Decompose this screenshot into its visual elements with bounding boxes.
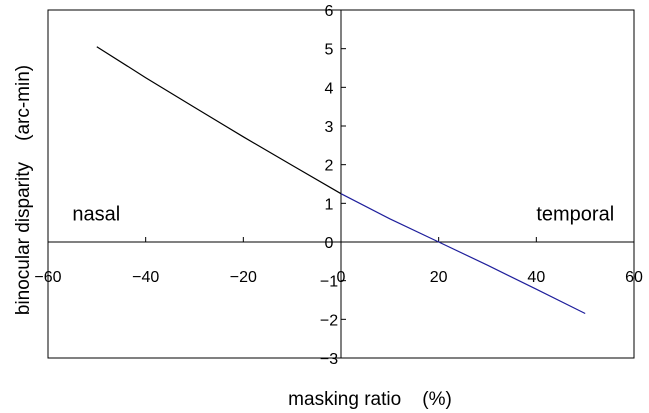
annotation-label: nasal	[72, 204, 120, 226]
y-axis-title: binocular disparity (arc-min)	[13, 65, 34, 315]
x-tick-label: 40	[527, 269, 545, 286]
y-tick-label: 1	[325, 196, 334, 213]
x-tick-label: 60	[625, 269, 643, 286]
y-tick-label: 0	[325, 235, 334, 252]
series-line	[96, 46, 342, 195]
y-tick-label: −3	[320, 351, 338, 368]
y-tick-label: −1	[320, 274, 338, 291]
annotation-label: temporal	[536, 204, 614, 226]
y-tick-label: −2	[320, 312, 338, 329]
y-tick-label: 2	[325, 158, 334, 175]
y-tick-label: 6	[325, 3, 334, 20]
y-tick-label: 4	[325, 80, 334, 97]
x-tick-label: 20	[430, 269, 448, 286]
y-tick-label: 3	[325, 119, 334, 136]
y-tick-label: 5	[325, 42, 334, 59]
series-lines	[96, 46, 586, 315]
annotations: nasal temporal	[72, 204, 614, 226]
x-tick-label: −20	[230, 269, 257, 286]
ticks	[47, 9, 635, 359]
series-line	[340, 193, 586, 315]
x-tick-label: −40	[132, 269, 159, 286]
x-tick-label: −60	[34, 269, 61, 286]
x-axis-title: masking ratio (%)	[288, 389, 452, 410]
x-tick-label: 0	[337, 269, 346, 286]
